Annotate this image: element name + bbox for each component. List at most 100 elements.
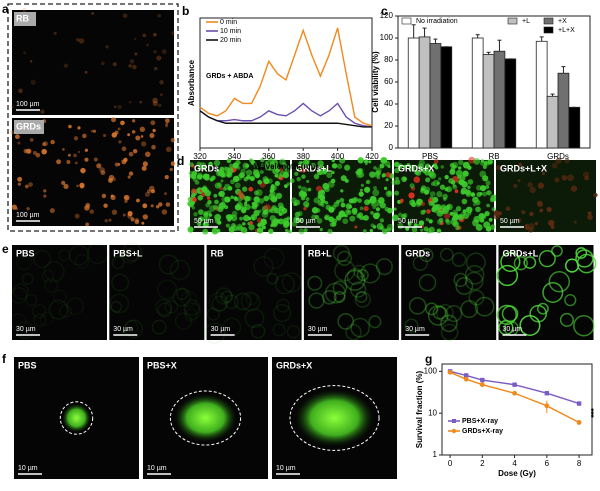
cell (111, 132, 117, 138)
cell (188, 202, 194, 208)
bar (546, 95, 559, 149)
cell (269, 189, 273, 193)
cell (424, 168, 431, 176)
cell (169, 167, 173, 172)
cell (104, 219, 108, 223)
micrograph (303, 244, 399, 341)
legend-label: +L+X (558, 27, 575, 34)
cell (73, 153, 77, 158)
cell (340, 175, 347, 182)
scale-label: 50 µm (500, 218, 520, 225)
cell (241, 186, 248, 192)
cell (203, 322, 226, 344)
cell (158, 202, 163, 207)
x-tick-label: 380 (297, 152, 311, 161)
image-label: PBS+X (147, 360, 177, 370)
cell (432, 179, 440, 187)
cell (267, 157, 274, 163)
cell (204, 189, 212, 197)
cell (139, 126, 146, 132)
cell (346, 268, 364, 285)
cell (476, 192, 482, 198)
cell (114, 162, 119, 167)
cell (284, 184, 288, 189)
cell (379, 202, 386, 209)
cell (270, 185, 275, 190)
cell (440, 165, 444, 169)
cell (296, 176, 301, 182)
cell (85, 222, 90, 227)
cell (263, 195, 270, 202)
cell (412, 255, 428, 271)
legend-label: 10 min (220, 28, 241, 35)
cell (456, 225, 461, 230)
cell (575, 249, 594, 268)
cell (233, 292, 252, 311)
cell (385, 172, 391, 178)
cell (491, 207, 496, 212)
cell (359, 188, 363, 192)
cell (127, 210, 133, 217)
cell (160, 93, 163, 97)
cell (23, 148, 28, 154)
cell (211, 295, 228, 312)
cell (352, 264, 367, 278)
cell (368, 160, 372, 164)
cell (230, 195, 234, 199)
cell (300, 196, 306, 201)
cell (421, 185, 427, 191)
cell (546, 206, 552, 213)
scale-label: 10 µm (18, 465, 38, 472)
cell (165, 146, 172, 153)
micrograph (10, 117, 176, 227)
cell (30, 79, 36, 85)
image-background (109, 245, 205, 340)
legend-swatch (543, 17, 554, 25)
cell (428, 219, 433, 224)
cell (377, 197, 385, 204)
micrograph (272, 357, 397, 479)
cell (244, 204, 251, 211)
cell (260, 157, 265, 163)
cell (354, 225, 358, 229)
cell (35, 152, 41, 158)
cell (587, 214, 593, 220)
cell (451, 252, 467, 268)
cell (63, 63, 69, 69)
cell (149, 185, 155, 192)
cell (438, 177, 442, 181)
cell (172, 287, 192, 307)
cell (426, 209, 431, 214)
cell (110, 300, 123, 313)
cell (250, 176, 255, 182)
cell (121, 146, 127, 152)
cell (413, 176, 421, 183)
cell (567, 174, 574, 182)
cell (496, 304, 518, 326)
cell (52, 289, 68, 304)
cell (121, 247, 138, 264)
cell (319, 227, 323, 232)
cell (217, 206, 224, 213)
cell (68, 244, 90, 266)
annotation: *** (586, 408, 595, 418)
cell (86, 242, 109, 265)
cell (66, 297, 85, 316)
cell (336, 163, 343, 169)
cell (187, 196, 193, 202)
cell (274, 180, 280, 187)
cell (517, 218, 522, 223)
bar (568, 106, 581, 149)
micrograph (493, 157, 598, 233)
cell (261, 219, 267, 224)
cell (461, 211, 466, 217)
cell (451, 161, 459, 169)
cell (16, 321, 34, 339)
cell (527, 182, 533, 188)
cell (122, 13, 128, 18)
cell (142, 214, 148, 220)
cell (132, 64, 137, 70)
cell (169, 259, 191, 281)
cell (398, 163, 403, 168)
cell (206, 196, 211, 200)
